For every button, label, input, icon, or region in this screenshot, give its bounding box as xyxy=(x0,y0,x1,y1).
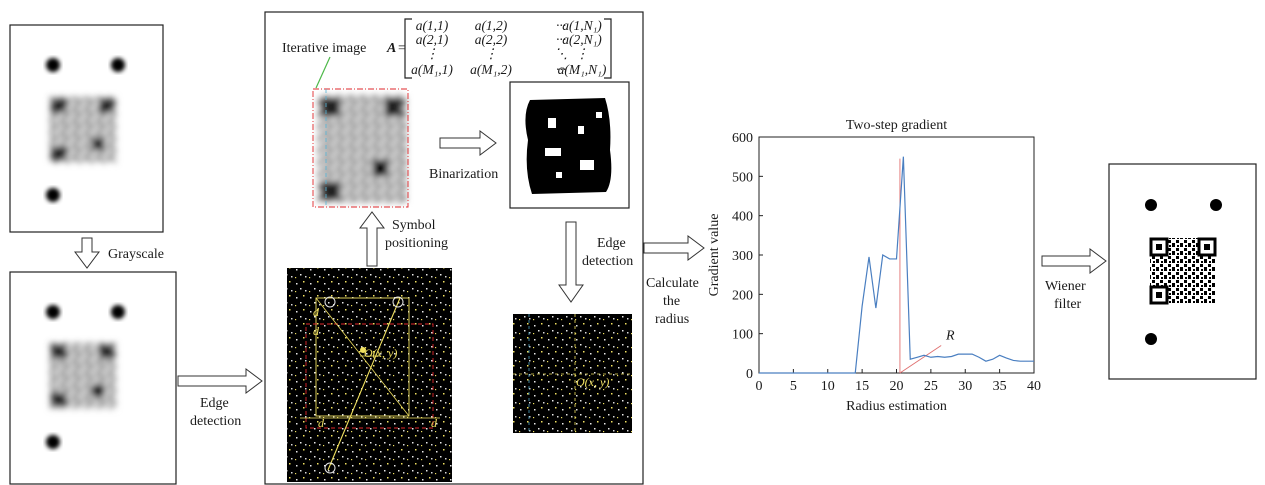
calculate-label-2: the xyxy=(663,294,680,309)
x-tick-label: 0 xyxy=(756,379,763,394)
matrix-cell-3-3: a(M₁,N₁) xyxy=(558,62,607,77)
iterative-matrix: Iterative image A = a(1,1) a(1,2) ···a(1,N… xyxy=(282,18,612,79)
edge-detection-mid-label-1: Edge xyxy=(597,236,626,251)
matrix-cell-3-1: a(M₁,2) xyxy=(470,62,512,77)
wiener-label-2: filter xyxy=(1054,297,1082,312)
radius-pointer-line xyxy=(899,345,942,374)
pointer-line xyxy=(315,56,331,89)
wiener-filter-arrow: Wiener filter xyxy=(1041,248,1107,312)
x-tick-label: 20 xyxy=(890,379,904,394)
x-tick-label: 35 xyxy=(993,379,1007,394)
binarized-image xyxy=(509,81,630,209)
y-tick-label: 200 xyxy=(732,288,753,303)
y-tick-label: 500 xyxy=(732,170,753,185)
matrix-cell-3-2: ··· xyxy=(556,62,566,77)
x-tick-label: 15 xyxy=(855,379,869,394)
d-label-2: d xyxy=(313,324,320,338)
gradient-chart: 0 5 10 15 20 25 30 35 400100200300400500600Two-s… xyxy=(707,118,1041,414)
matrix-cell-0-1: a(1,2) xyxy=(475,18,508,33)
matrix-cell-1-0: a(2,1) xyxy=(416,32,449,47)
iterative-image xyxy=(312,88,409,208)
edge-detection-label-2: detection xyxy=(190,414,241,429)
y-axis-label: Gradient value xyxy=(707,214,722,297)
edge-geometry-image: d d d d O(x, y) xyxy=(287,268,452,482)
original-image-panel xyxy=(9,24,164,233)
x-axis-label: Radius estimation xyxy=(846,399,947,414)
matrix-cell-2-2: ⋱ xyxy=(554,46,568,61)
series-line-0 xyxy=(759,156,1034,374)
matrix-cell-2-1: ⋮ xyxy=(484,46,498,61)
symbol-positioning-label-1: Symbol xyxy=(392,218,436,233)
symbol-positioning-label-2: positioning xyxy=(385,236,448,251)
center-label: O(x, y) xyxy=(364,346,397,360)
edge-center-label: O(x, y) xyxy=(576,375,609,389)
y-tick-label: 300 xyxy=(732,249,753,264)
equals-sign: = xyxy=(398,41,406,56)
restored-image xyxy=(1108,163,1257,380)
x-tick-label: 40 xyxy=(1027,379,1041,394)
matrix-symbol: A xyxy=(386,41,396,56)
edge-detection-label-1: Edge xyxy=(200,396,229,411)
chart-title: Two-step gradient xyxy=(846,118,947,133)
calculate-label-1: Calculate xyxy=(646,276,699,291)
x-tick-label: 25 xyxy=(924,379,938,394)
y-tick-label: 100 xyxy=(732,328,753,343)
edge-detection-arrow-left: Edge detection xyxy=(177,368,263,429)
grayscale-image-panel xyxy=(9,271,177,485)
x-tick-label: 30 xyxy=(958,379,972,394)
binarization-label: Binarization xyxy=(429,167,498,182)
y-tick-label: 0 xyxy=(746,367,753,382)
calculate-label-3: radius xyxy=(655,312,689,327)
matrix-cell-0-0: a(1,1) xyxy=(416,18,449,33)
y-tick-label: 400 xyxy=(732,210,753,225)
matrix-cell-1-2: ··· xyxy=(556,32,566,47)
matrix-cell-1-3: a(2,N₁) xyxy=(562,32,602,47)
calculate-radius-arrow: Calculate the radius xyxy=(643,235,705,327)
edge-detection-mid-label-2: detection xyxy=(582,254,633,269)
d-label-3: d xyxy=(318,416,325,430)
symbol-positioning-arrow: Symbol positioning xyxy=(359,211,448,267)
matrix-cell-1-1: a(2,2) xyxy=(475,32,508,47)
matrix-cell-2-3: ⋮ xyxy=(575,46,589,61)
matrix-cell-0-3: a(1,N₁) xyxy=(562,18,602,33)
matrix-cell-2-0: ⋮ xyxy=(425,46,439,61)
binarization-arrow: Binarization xyxy=(429,130,498,182)
processing-box xyxy=(264,11,644,485)
edge-detection-arrow-mid: Edge detection xyxy=(558,221,633,303)
grayscale-arrow: Grayscale xyxy=(74,237,164,269)
edge-image: O(x, y) xyxy=(513,314,632,433)
x-tick-label: 10 xyxy=(821,379,835,394)
d-label-4: d xyxy=(431,416,438,430)
matrix-cell-0-2: ··· xyxy=(556,18,566,33)
x-tick-label: 5 xyxy=(790,379,797,394)
iterative-image-label: Iterative image xyxy=(282,41,366,56)
d-label-1: d xyxy=(313,305,320,319)
wiener-label-1: Wiener xyxy=(1045,279,1086,294)
radius-label: R xyxy=(945,329,955,344)
matrix-cell-3-0: a(M₁,1) xyxy=(411,62,453,77)
y-tick-label: 600 xyxy=(732,131,753,146)
grayscale-label: Grayscale xyxy=(108,247,164,262)
